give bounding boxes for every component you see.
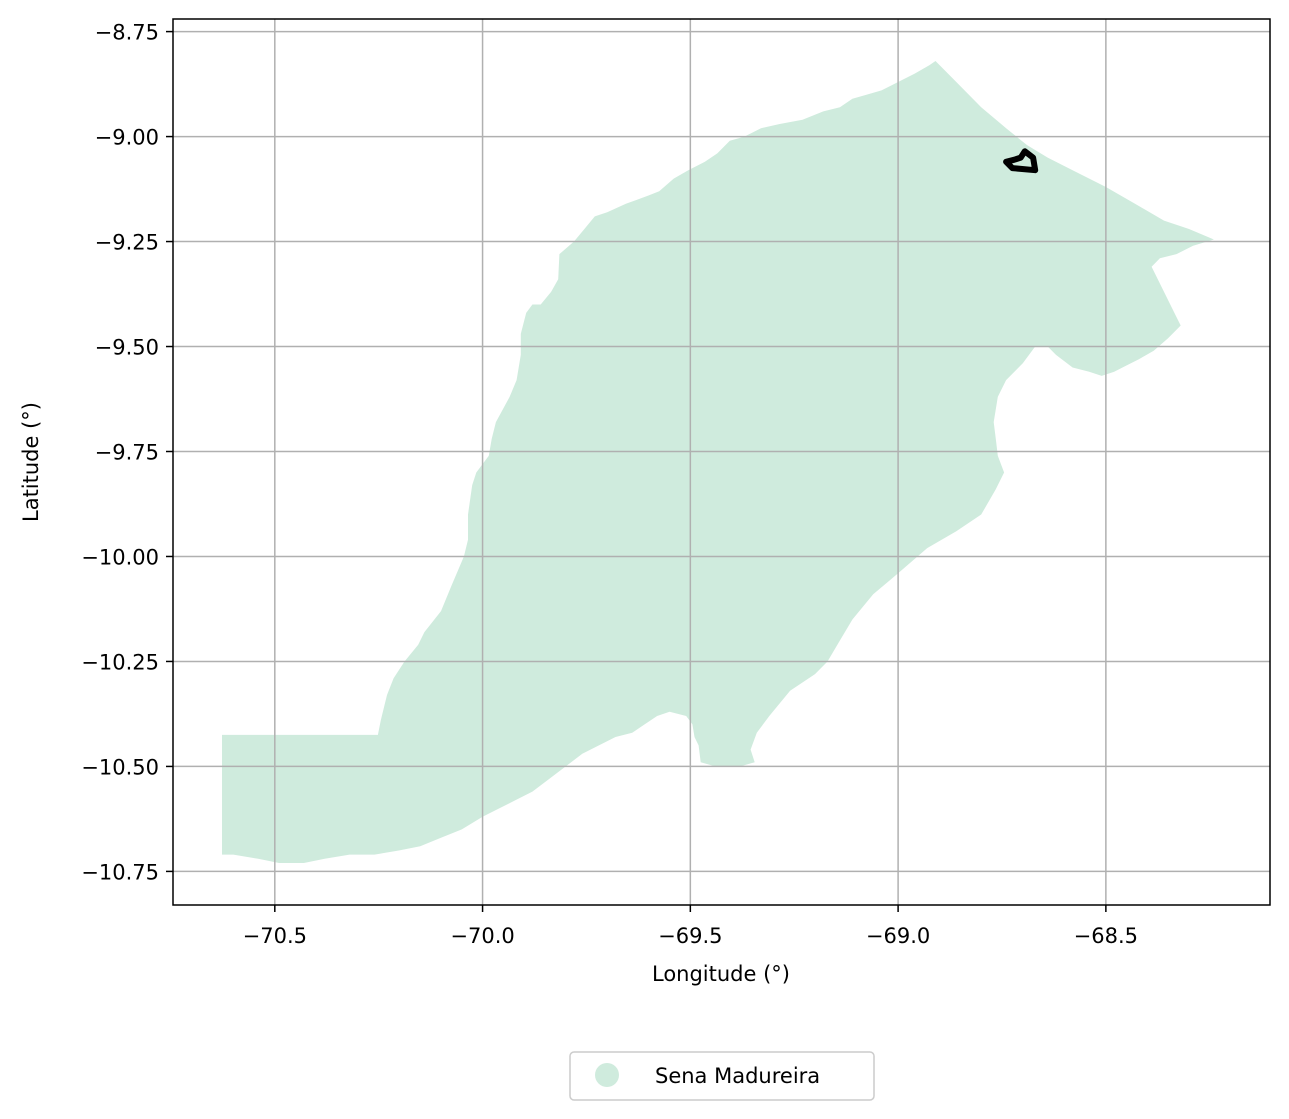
region-sena-madureira [222,61,1214,863]
x-axis-ticks: −70.5 −70.0 −69.5 −69.0 −68.5 [243,905,1138,948]
y-tick-label: −10.25 [81,650,159,674]
grid-layer [173,19,1270,905]
x-tick-label: −69.5 [658,924,722,948]
legend-label-sena-madureira: Sena Madureira [655,1064,820,1088]
plot-area [172,18,1271,906]
y-tick-label: −10.50 [81,755,159,779]
x-tick-label: −68.5 [1074,924,1138,948]
y-tick-label: −9.75 [95,441,159,465]
y-tick-label: −9.00 [95,126,159,150]
y-tick-label: −9.50 [95,336,159,360]
legend: Sena Madureira [569,1051,875,1101]
y-tick-label: −9.25 [95,231,159,255]
y-tick-label: −10.75 [81,860,159,884]
legend-box [569,1051,875,1101]
y-axis-ticks: −8.75 −9.00 −9.25 −9.50 −9.75 −10.00 −10.25 −10… [81,21,173,884]
boundary-feature-outline [1003,148,1039,174]
plot-frame [172,18,1271,906]
legend-marker-sena-madureira [595,1063,619,1087]
y-tick-label: −10.00 [81,545,159,569]
x-axis-title: Longitude (°) [652,962,790,986]
x-tick-label: −70.5 [243,924,307,948]
y-tick-label: −8.75 [95,21,159,45]
x-tick-label: −69.0 [866,924,930,948]
x-tick-label: −70.0 [450,924,514,948]
y-axis-title: Latitude (°) [19,402,43,522]
